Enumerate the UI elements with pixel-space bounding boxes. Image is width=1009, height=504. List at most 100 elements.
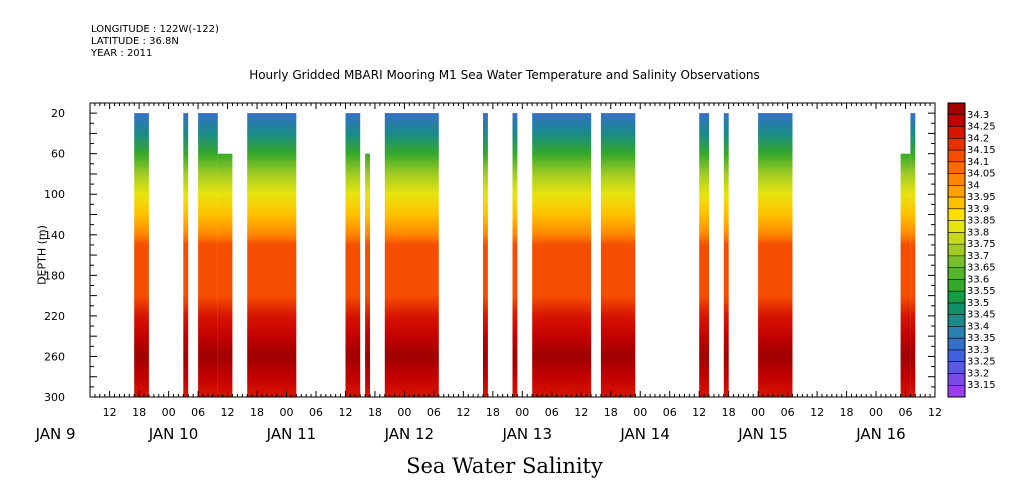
longitude-label: LONGITUDE : 122W(-122) — [91, 24, 219, 35]
x-tick-label: 06 — [191, 406, 205, 419]
x-tick-label: 06 — [309, 406, 323, 419]
data-segment — [384, 113, 439, 397]
x-tick-label: 12 — [928, 406, 942, 419]
x-tick-label: 18 — [840, 406, 854, 419]
x-tick-label: 00 — [869, 406, 883, 419]
x-tick-label: 18 — [250, 406, 264, 419]
x-tick-label: 06 — [427, 406, 441, 419]
x-tick-label: 00 — [162, 406, 176, 419]
y-tick-label: 20 — [51, 107, 65, 120]
data-segment — [345, 113, 361, 397]
colorbar-label: 34.2 — [967, 133, 989, 144]
data-segment — [723, 113, 729, 397]
colorbar-label: 33.8 — [967, 227, 989, 238]
y-tick-label: 180 — [44, 269, 65, 282]
data-segment — [900, 153, 911, 397]
data-segment — [910, 113, 916, 397]
colorbar-swatch — [948, 126, 965, 139]
x-tick-label: 12 — [338, 406, 352, 419]
colorbar-swatch — [948, 326, 965, 339]
x-tick-label: 18 — [132, 406, 146, 419]
colorbar-swatch — [948, 255, 965, 269]
plot-area — [134, 113, 916, 397]
y-tick-label: 100 — [44, 188, 65, 201]
x-tick-label: 06 — [545, 406, 559, 419]
colorbar-label: 33.5 — [967, 298, 989, 309]
colorbar-swatch — [948, 220, 965, 233]
colorbar-label: 34.25 — [967, 122, 996, 133]
data-segment — [217, 153, 233, 397]
colorbar-swatch — [948, 197, 965, 210]
data-segment — [134, 113, 149, 397]
colorbar-swatch — [948, 279, 965, 292]
colorbar-label: 34.1 — [967, 157, 989, 168]
x-tick-label: 00 — [751, 406, 765, 419]
data-segment — [600, 113, 636, 397]
data-segment — [699, 113, 709, 397]
colorbar-swatch — [948, 114, 965, 128]
x-tick-label: 06 — [899, 406, 913, 419]
colorbar-label: 33.15 — [967, 380, 996, 391]
colorbar-swatch — [948, 185, 965, 198]
x-tick-label: 00 — [515, 406, 529, 419]
colorbar-label: 34.15 — [967, 145, 996, 156]
x-tick-label: 06 — [663, 406, 677, 419]
colorbar-swatch — [948, 267, 965, 280]
x-tick-label: 18 — [368, 406, 382, 419]
year-label: YEAR : 2011 — [91, 48, 153, 59]
x-day-label: JAN 12 — [384, 425, 435, 443]
colorbar-swatch — [948, 302, 965, 316]
colorbar-label: 33.55 — [967, 286, 996, 297]
colorbar-label: 33.45 — [967, 310, 996, 321]
y-tick-label: 260 — [44, 350, 65, 363]
x-tick-label: 12 — [692, 406, 706, 419]
x-day-label: JAN 14 — [619, 425, 670, 443]
colorbar-swatch — [948, 373, 965, 386]
colorbar-swatch — [948, 361, 965, 374]
colorbar-swatch — [948, 150, 965, 163]
x-day-label: JAN 10 — [148, 425, 199, 443]
x-day-label: JAN 16 — [855, 425, 906, 443]
x-tick-label: 06 — [781, 406, 795, 419]
colorbar-label: 33.85 — [967, 216, 996, 227]
colorbar-label: 33.4 — [967, 321, 989, 332]
colorbar-label: 34 — [967, 180, 980, 191]
colorbar-swatch — [948, 349, 965, 363]
x-tick-label: 00 — [280, 406, 294, 419]
colorbar-label: 33.9 — [967, 204, 989, 215]
colorbar-swatch — [948, 385, 965, 398]
colorbar-label: 33.35 — [967, 333, 996, 344]
data-segment — [198, 113, 218, 397]
x-day-label: JAN 11 — [266, 425, 317, 443]
latitude-label: LATITUDE : 36.8N — [91, 36, 179, 47]
colorbar-label: 33.2 — [967, 368, 989, 379]
axes: 12 18 00 06 12 18 00 06 12 18 00 06 12 18 00 06 12 18 00 06… — [35, 102, 942, 443]
x-day-label: JAN 9 — [35, 425, 76, 443]
data-segment — [483, 113, 488, 397]
data-segment — [183, 113, 189, 397]
y-tick-label: 60 — [51, 148, 65, 161]
x-tick-label: 12 — [810, 406, 824, 419]
x-day-label: JAN 15 — [737, 425, 788, 443]
x-tick-label: 12 — [221, 406, 235, 419]
colorbar-swatch — [948, 291, 965, 304]
colorbar-label: 34.3 — [967, 110, 989, 121]
colorbar-swatch — [948, 103, 965, 116]
chart-title: Hourly Gridded MBARI Mooring M1 Sea Wate… — [249, 68, 760, 82]
colorbar-label: 33.75 — [967, 239, 996, 250]
colorbar-swatch — [948, 244, 965, 257]
x-tick-label: 12 — [456, 406, 470, 419]
colorbar-swatch — [948, 173, 965, 186]
x-tick-label: 18 — [604, 406, 618, 419]
x-tick-label: 18 — [486, 406, 500, 419]
x-day-label: JAN 13 — [501, 425, 552, 443]
colorbar-swatch — [948, 208, 965, 222]
colorbar-legend: 34.334.2534.234.1534.134.053433.9533.933… — [947, 102, 996, 398]
colorbar-swatch — [948, 138, 965, 151]
data-segment — [247, 113, 297, 397]
y-tick-label: 220 — [44, 310, 65, 323]
colorbar-swatch — [948, 338, 965, 351]
x-tick-label: 00 — [397, 406, 411, 419]
data-segment — [532, 113, 592, 397]
